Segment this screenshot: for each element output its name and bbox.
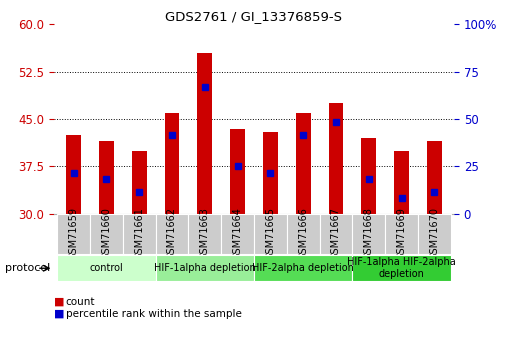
- Bar: [427, 141, 442, 214]
- Text: count: count: [66, 297, 95, 307]
- Text: GSM71660: GSM71660: [102, 207, 111, 260]
- FancyBboxPatch shape: [287, 214, 320, 254]
- Text: GSM71662: GSM71662: [167, 207, 177, 260]
- FancyBboxPatch shape: [385, 214, 418, 254]
- Text: ■: ■: [54, 309, 64, 319]
- Text: GSM71661: GSM71661: [134, 207, 144, 260]
- Text: GSM71667: GSM71667: [331, 207, 341, 260]
- Text: protocol: protocol: [5, 263, 50, 273]
- FancyBboxPatch shape: [155, 255, 254, 281]
- Text: GSM71668: GSM71668: [364, 207, 374, 260]
- FancyBboxPatch shape: [352, 214, 385, 254]
- Text: GSM71659: GSM71659: [69, 207, 78, 260]
- Title: GDS2761 / GI_13376859-S: GDS2761 / GI_13376859-S: [165, 10, 343, 23]
- Text: HIF-1alpha depletion: HIF-1alpha depletion: [154, 263, 255, 273]
- Text: GSM71665: GSM71665: [265, 207, 275, 260]
- Text: GSM71663: GSM71663: [200, 207, 210, 260]
- Bar: [198, 52, 212, 214]
- FancyBboxPatch shape: [418, 214, 451, 254]
- FancyBboxPatch shape: [155, 214, 188, 254]
- FancyBboxPatch shape: [123, 214, 155, 254]
- Bar: [263, 132, 278, 214]
- Text: GSM71664: GSM71664: [232, 207, 243, 260]
- FancyBboxPatch shape: [254, 255, 352, 281]
- FancyBboxPatch shape: [254, 214, 287, 254]
- Bar: [296, 113, 310, 214]
- Bar: [230, 128, 245, 214]
- FancyBboxPatch shape: [57, 255, 155, 281]
- Bar: [132, 151, 147, 214]
- FancyBboxPatch shape: [320, 214, 352, 254]
- Text: ■: ■: [54, 297, 64, 307]
- Text: HIF-1alpha HIF-2alpha
depletion: HIF-1alpha HIF-2alpha depletion: [347, 257, 456, 279]
- Bar: [394, 151, 409, 214]
- Bar: [361, 138, 376, 214]
- FancyBboxPatch shape: [188, 214, 221, 254]
- FancyBboxPatch shape: [221, 214, 254, 254]
- Bar: [66, 135, 81, 214]
- Bar: [328, 103, 343, 214]
- Text: HIF-2alpha depletion: HIF-2alpha depletion: [252, 263, 354, 273]
- FancyBboxPatch shape: [57, 214, 90, 254]
- FancyBboxPatch shape: [352, 255, 451, 281]
- Text: GSM71669: GSM71669: [397, 207, 406, 260]
- Text: percentile rank within the sample: percentile rank within the sample: [66, 309, 242, 319]
- Text: GSM71670: GSM71670: [429, 207, 439, 260]
- Bar: [165, 113, 180, 214]
- Bar: [99, 141, 114, 214]
- Text: control: control: [89, 263, 123, 273]
- Text: GSM71666: GSM71666: [298, 207, 308, 260]
- FancyBboxPatch shape: [90, 214, 123, 254]
